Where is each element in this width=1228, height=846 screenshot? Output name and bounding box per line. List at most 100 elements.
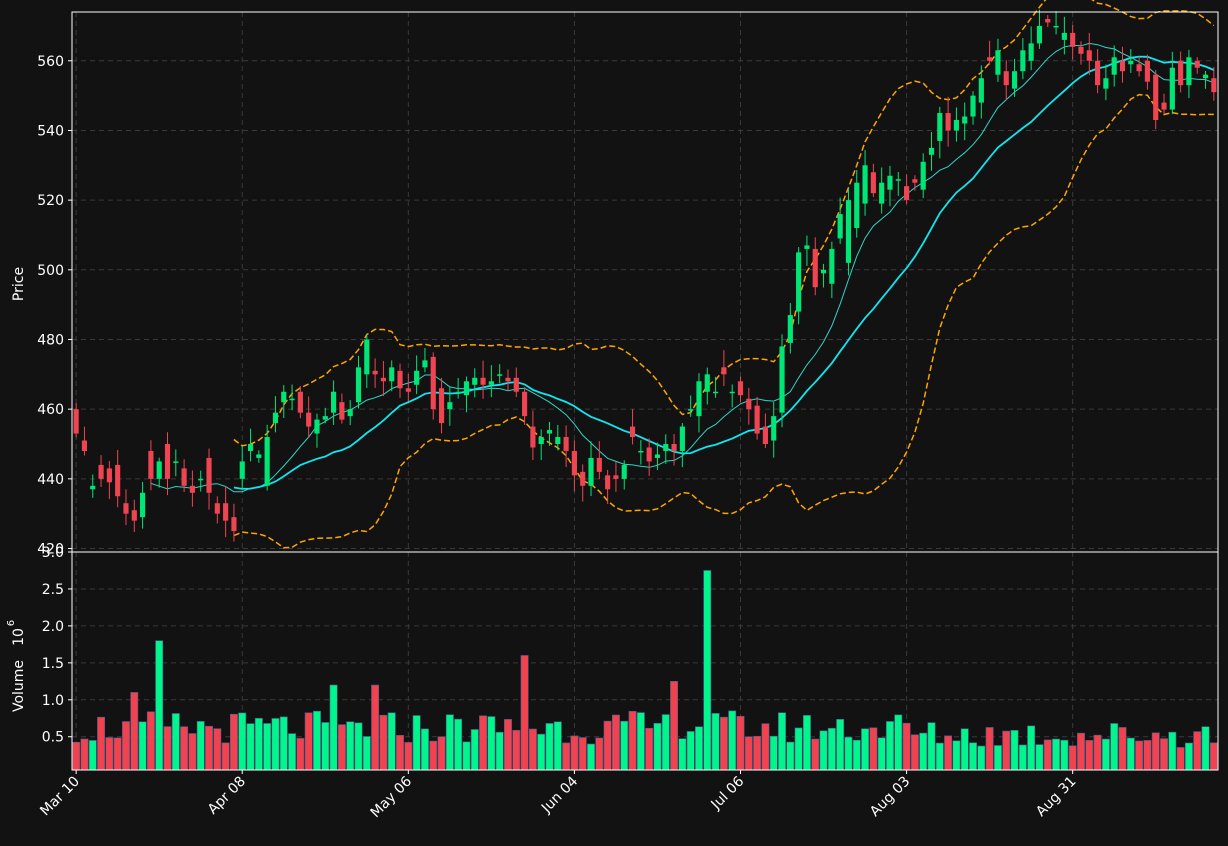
volume-bar [670, 681, 679, 771]
volume-bar [205, 725, 213, 771]
price-axis-title: Price [11, 267, 27, 301]
candle-body [339, 402, 345, 420]
volume-bar [769, 735, 778, 771]
candle-body [879, 182, 885, 204]
volume-bar [761, 723, 770, 771]
volume-bar [1101, 738, 1110, 771]
candles [73, 9, 1217, 542]
volume-bar [512, 729, 521, 771]
volume-bar [130, 692, 139, 771]
candle-body [1136, 64, 1142, 72]
volume-bar [80, 738, 89, 771]
volume-bar [645, 727, 654, 771]
candle-body [796, 252, 802, 312]
volume-bar [271, 718, 280, 771]
date-tick-label: Jun 04 [538, 773, 581, 816]
candle-body [571, 450, 577, 476]
volume-bar [985, 727, 994, 771]
date-tick-label: Aug 03 [867, 774, 913, 820]
candle-body [688, 409, 694, 411]
sma-long-line [233, 55, 1215, 490]
volume-bar [188, 733, 197, 771]
volume-bar [537, 733, 546, 771]
volume-bar [562, 742, 571, 771]
candle-body [1078, 46, 1084, 54]
volume-bar [827, 727, 836, 771]
volume-bar [412, 715, 421, 771]
volume-bar [836, 719, 845, 771]
candle-body [737, 381, 744, 396]
volume-bar [603, 720, 612, 771]
candle-body [239, 461, 245, 479]
candle-body [480, 377, 486, 385]
candle-body [654, 454, 661, 458]
volume-bar [346, 721, 355, 771]
volume-bar [1201, 726, 1210, 771]
candle-body [98, 464, 104, 479]
volume-multiplier-exponent: 6 [6, 620, 17, 626]
volume-bar [171, 713, 180, 771]
candle-body [430, 356, 436, 410]
volume-bar [587, 743, 595, 771]
date-axis-ticks: Mar 10 Apr 08 May 06 Jun 04 Jul 06 Aug 03 Aug … [37, 770, 1080, 821]
candle-body [1045, 18, 1051, 23]
volume-bar [196, 721, 205, 771]
price-tick-label: 560 [37, 54, 64, 70]
candle-body [1128, 60, 1134, 65]
candle-body [1194, 60, 1200, 68]
candle-body [845, 200, 852, 263]
volume-bar [861, 728, 870, 771]
volume-bar [354, 722, 363, 771]
price-tick-label: 540 [37, 123, 64, 139]
candle-body [837, 214, 843, 239]
volume-bar [329, 684, 338, 771]
candle-body [131, 510, 137, 521]
candle-body [455, 391, 461, 394]
volume-bar [504, 719, 512, 771]
volume-bar [977, 745, 986, 771]
candle-body [1036, 25, 1043, 44]
bollinger-lower-line [233, 93, 1214, 549]
candle-body [563, 437, 569, 451]
volume-bar [927, 722, 936, 771]
price-tick-label: 500 [37, 263, 64, 279]
volume-bar [1035, 744, 1044, 771]
volume-bar [387, 712, 396, 771]
volume-bar [910, 734, 919, 771]
volume-multiplier-base: 10 [11, 628, 27, 646]
candle-body [912, 179, 918, 183]
candle-body [1053, 25, 1059, 28]
price-tick-label: 420 [37, 542, 64, 558]
volume-bar [578, 737, 587, 771]
candle-body [297, 391, 303, 413]
volume-bar [1077, 732, 1085, 771]
candle-body [81, 440, 88, 451]
candle-body [1186, 57, 1192, 86]
volume-bar [254, 717, 263, 771]
candle-body [555, 437, 561, 444]
candle-body [438, 388, 445, 424]
candle-body [987, 57, 993, 61]
candle-body [355, 367, 362, 403]
volume-bar [952, 740, 961, 771]
volume-bar [778, 712, 786, 771]
volume-tick-label: 2.5 [42, 582, 64, 598]
candle-body [646, 447, 652, 462]
volume-bar [944, 735, 953, 771]
volume-bar [653, 722, 662, 771]
volume-axis-title: Volume [11, 660, 27, 712]
candle-body [1103, 78, 1109, 89]
candle-body [920, 161, 926, 190]
volume-tick-label: 0.5 [42, 730, 64, 746]
volume-bar [105, 737, 114, 771]
candle-body [530, 426, 536, 448]
volume-bar [686, 731, 695, 771]
candle-body [123, 503, 129, 514]
candle-body [1169, 67, 1175, 110]
volume-bar [495, 731, 504, 771]
volume-bar [902, 722, 911, 771]
candle-body [829, 248, 835, 284]
volume-bar [894, 714, 903, 771]
volume-bar [1176, 747, 1185, 771]
candle-body [522, 391, 528, 417]
